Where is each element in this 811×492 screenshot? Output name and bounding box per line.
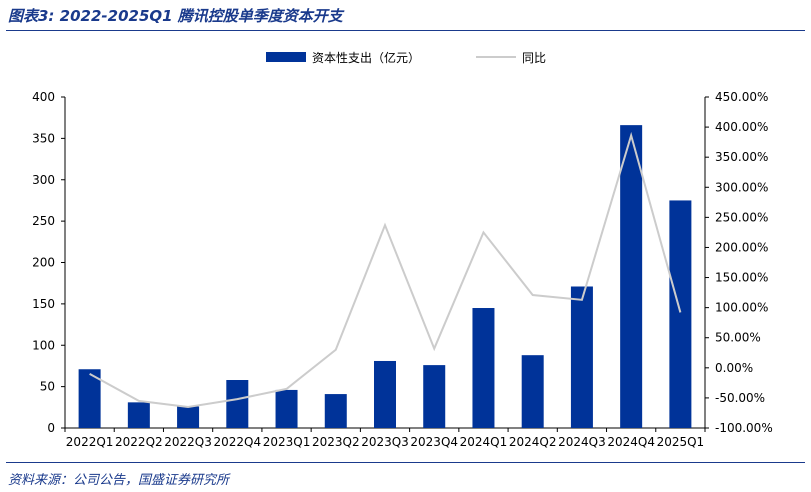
bars (78, 125, 692, 428)
title-rule (6, 30, 805, 31)
figure-title: 图表3: 2022-2025Q1 腾讯控股单季度资本开支 (8, 7, 343, 25)
bar (570, 286, 593, 428)
y-right-tick-label: 450.00% (715, 90, 768, 104)
legend-bar-swatch (266, 52, 306, 62)
y-left-tick-label: 400 (32, 90, 55, 104)
y-left-tick-label: 150 (32, 297, 55, 311)
bar (127, 402, 150, 428)
y-left-tick-label: 250 (32, 214, 55, 228)
x-tick-label: 2023Q3 (361, 435, 409, 449)
source-note: 资料来源：公司公告，国盛证券研究所 (8, 473, 230, 488)
y-left-tick-label: 100 (32, 338, 55, 352)
y-left-tick-label: 0 (47, 421, 55, 435)
x-tick-label: 2023Q1 (263, 435, 311, 449)
y-left-tick-label: 200 (32, 256, 55, 270)
y-right-tick-label: 200.00% (715, 240, 768, 254)
bar (669, 200, 692, 428)
bar (275, 389, 298, 428)
y-right-tick-label: 50.00% (715, 331, 761, 345)
y-left-tick-label: 50 (40, 380, 55, 394)
yoy-line (89, 131, 682, 408)
x-tick-label: 2023Q2 (312, 435, 360, 449)
y-right-tick-label: -100.00% (715, 421, 773, 435)
bar (374, 360, 396, 428)
bar (78, 369, 101, 428)
bar (177, 406, 200, 428)
bar (472, 308, 495, 428)
y-left-tick-label: 350 (32, 131, 55, 145)
y-right-tick-label: 250.00% (715, 210, 768, 224)
bar (324, 394, 347, 428)
x-tick-label: 2024Q4 (607, 435, 655, 449)
x-tick-label: 2025Q1 (657, 435, 705, 449)
x-tick-label: 2024Q1 (460, 435, 508, 449)
axes: 0 50 100 150 200 250 300 350 400 -100.00% -50.00% 0… (32, 90, 773, 449)
y-right-tick-label: 350.00% (715, 150, 768, 164)
legend-line-label: 同比 (522, 51, 546, 65)
legend-bar-label: 资本性支出（亿元） (312, 50, 420, 65)
x-tick-label: 2024Q2 (509, 435, 557, 449)
x-tick-label: 2024Q3 (558, 435, 606, 449)
x-tick-label: 2022Q3 (164, 435, 212, 449)
y-right-tick-label: 100.00% (715, 301, 768, 315)
y-right-tick-label: 400.00% (715, 120, 768, 134)
y-right-tick-label: 150.00% (715, 271, 768, 285)
x-tick-label: 2023Q4 (410, 435, 458, 449)
bar (620, 125, 643, 428)
bar (423, 365, 446, 428)
yoy-line-path (89, 131, 682, 408)
x-tick-label: 2022Q1 (66, 435, 114, 449)
y-right-tick-label: -50.00% (715, 391, 765, 405)
y-left-tick-label: 300 (32, 173, 55, 187)
y-right-tick-label: 0.00% (715, 361, 753, 375)
y-right-tick-label: 300.00% (715, 180, 768, 194)
capex-chart: 资本性支出（亿元） 同比 0 50 100 150 200 250 300 350 400 -10… (32, 50, 773, 449)
source-rule (6, 462, 805, 463)
bar (521, 355, 544, 428)
bar (226, 380, 249, 428)
x-tick-label: 2022Q2 (115, 435, 163, 449)
legend: 资本性支出（亿元） 同比 (266, 50, 546, 65)
x-tick-label: 2022Q4 (213, 435, 261, 449)
